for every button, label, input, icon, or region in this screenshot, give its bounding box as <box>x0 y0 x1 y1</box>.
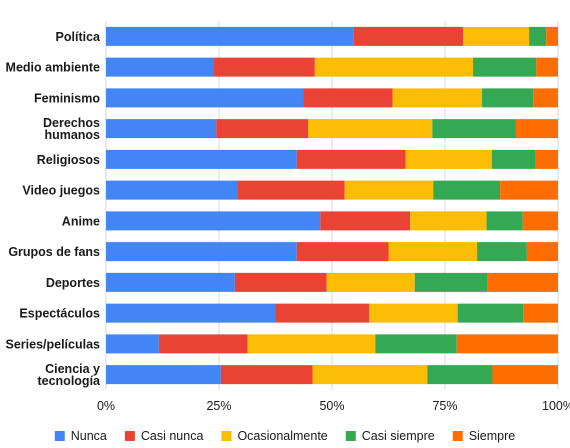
gridlines <box>105 21 559 390</box>
bars <box>106 26 558 385</box>
legend-label-4: Siempre <box>469 429 516 443</box>
bar-segment-6-0 <box>106 211 321 231</box>
bar-segment-2-1 <box>303 88 393 108</box>
bar-segment-6-2 <box>410 211 487 231</box>
legend-label-0: Nunca <box>71 429 107 443</box>
bar-segment-0-2 <box>463 26 530 46</box>
bar-segment-5-2 <box>344 180 434 200</box>
bar-segment-0-1 <box>353 26 464 46</box>
bar-segment-9-2 <box>369 303 458 323</box>
bar-segment-11-1 <box>220 365 313 385</box>
legend-swatch-1 <box>124 431 135 441</box>
bar-segment-1-3 <box>473 57 537 77</box>
category-label-6: Anime <box>62 214 100 228</box>
category-label-8: Deportes <box>46 276 100 290</box>
bar-segment-2-4 <box>533 88 558 108</box>
bar-segment-3-0 <box>106 119 217 139</box>
legend-label-1: Casi nunca <box>141 429 204 443</box>
bar-segment-9-4 <box>523 303 558 323</box>
bar-segment-3-3 <box>432 119 516 139</box>
x-tick-label-2: 50% <box>319 399 344 413</box>
bar-segment-5-0 <box>106 180 238 200</box>
bar-segment-9-3 <box>457 303 524 323</box>
category-labels: Política Medio ambiente Feminismo Derechos h… <box>5 30 101 388</box>
bar-segment-9-0 <box>106 303 276 323</box>
bar-segment-4-0 <box>106 149 297 169</box>
legend: Nunca Casi nunca Ocasionalmente Casi siempr… <box>54 429 516 443</box>
bar-segment-8-2 <box>326 272 415 292</box>
bar-segment-5-1 <box>237 180 345 200</box>
bar-segment-6-4 <box>522 211 558 231</box>
x-tick-labels: 0% 25% 50% 75% 100% <box>97 399 570 413</box>
category-label-7: Grupos de fans <box>8 245 100 259</box>
bar-segment-7-4 <box>526 242 558 262</box>
legend-swatch-4 <box>452 431 463 441</box>
legend-swatch-2 <box>221 431 232 441</box>
bar-segment-10-0 <box>106 334 159 354</box>
legend-swatch-3 <box>345 431 356 441</box>
bar-segment-1-4 <box>536 57 558 77</box>
bar-segment-1-2 <box>314 57 474 77</box>
bar-segment-5-4 <box>500 180 558 200</box>
bar-segment-1-0 <box>106 57 215 77</box>
bar-segment-0-3 <box>529 26 547 46</box>
bar-segment-6-1 <box>320 211 411 231</box>
bar-segment-11-0 <box>106 365 221 385</box>
bar-segment-10-2 <box>247 334 376 354</box>
legend-swatch-0 <box>54 431 65 441</box>
x-tick-label-1: 25% <box>206 399 231 413</box>
category-label-3: Derechos humanos <box>43 116 100 142</box>
bar-segment-8-4 <box>487 272 558 292</box>
category-label-0: Política <box>56 30 102 44</box>
bar-segment-9-1 <box>275 303 370 323</box>
category-label-11: Ciencia y tecnología <box>37 362 101 388</box>
category-label-9: Espectáculos <box>19 307 100 321</box>
legend-label-3: Casi siempre <box>362 429 435 443</box>
category-label-10: Series/películas <box>5 337 100 351</box>
bar-segment-2-3 <box>482 88 534 108</box>
bar-segment-4-1 <box>296 149 406 169</box>
bar-segment-3-2 <box>308 119 433 139</box>
bar-segment-4-3 <box>492 149 536 169</box>
bar-segment-4-2 <box>405 149 493 169</box>
bar-segment-7-2 <box>388 242 478 262</box>
bar-segment-11-4 <box>492 365 558 385</box>
bar-segment-2-2 <box>392 88 483 108</box>
bar-segment-7-0 <box>106 242 297 262</box>
bar-segment-8-1 <box>234 272 327 292</box>
category-label-5: Video juegos <box>22 184 100 198</box>
bar-segment-0-0 <box>106 26 354 46</box>
bar-segment-0-4 <box>546 26 558 46</box>
bar-segment-3-1 <box>216 119 309 139</box>
legend-label-2: Ocasionalmente <box>237 429 327 443</box>
bar-segment-1-1 <box>214 57 315 77</box>
category-label-1: Medio ambiente <box>6 61 101 75</box>
category-label-4: Religiosos <box>37 153 100 167</box>
bar-segment-10-4 <box>456 334 558 354</box>
bar-segment-10-3 <box>375 334 457 354</box>
category-label-2: Feminismo <box>34 91 100 105</box>
x-tick-label-0: 0% <box>97 399 115 413</box>
bar-segment-4-4 <box>535 149 558 169</box>
bar-segment-2-0 <box>106 88 304 108</box>
x-tick-label-3: 75% <box>432 399 457 413</box>
bar-segment-10-1 <box>158 334 248 354</box>
bar-segment-7-3 <box>477 242 527 262</box>
bar-segment-11-2 <box>312 365 428 385</box>
bar-segment-7-1 <box>296 242 389 262</box>
bar-segment-3-4 <box>515 119 558 139</box>
bar-segment-8-3 <box>414 272 488 292</box>
bar-segment-6-3 <box>486 211 523 231</box>
bar-segment-8-0 <box>106 272 235 292</box>
bar-segment-5-3 <box>433 180 501 200</box>
x-tick-label-4: 100% <box>542 399 570 413</box>
bar-segment-11-3 <box>427 365 493 385</box>
